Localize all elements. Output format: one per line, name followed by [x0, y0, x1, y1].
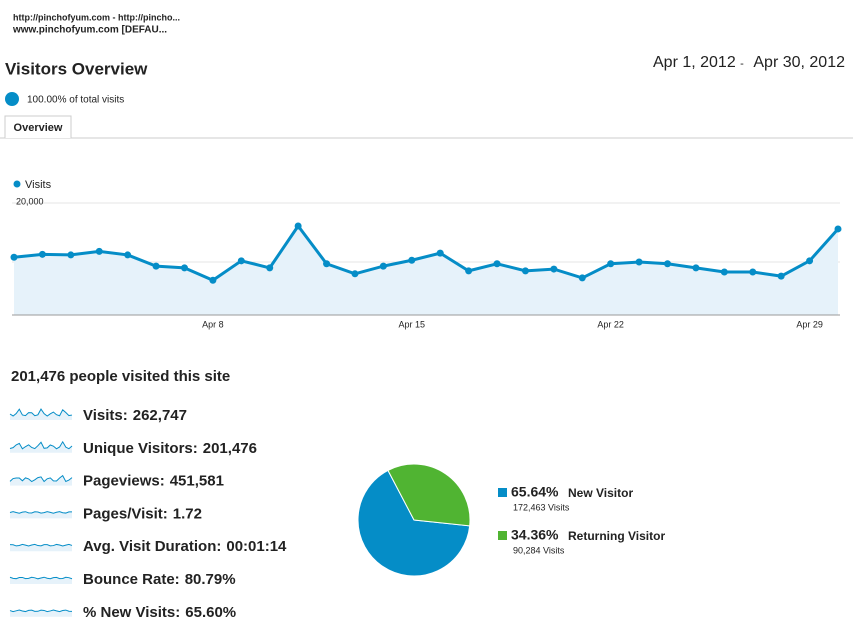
segment-label[interactable]: 100.00% of total visits: [27, 95, 124, 106]
metric-label: Visits:: [83, 407, 128, 424]
pie-slice: [387, 463, 471, 527]
x-tick-label: Apr 8: [202, 319, 224, 329]
metric-value: 201,476: [203, 440, 257, 457]
data-point: [124, 251, 132, 259]
data-point: [323, 260, 331, 268]
metric-value: 65.60%: [185, 604, 236, 621]
y-tick-label: 20,000: [16, 196, 44, 206]
metric-label: Pages/Visit:: [83, 505, 168, 522]
data-point: [834, 225, 842, 233]
data-point: [777, 272, 785, 280]
x-tick-label: Apr 22: [597, 319, 624, 329]
metric-value: 80.79%: [185, 571, 236, 588]
metric-label: Bounce Rate:: [83, 571, 180, 588]
pie-slice: [357, 469, 471, 577]
metric-label: Avg. Visit Duration:: [83, 538, 221, 555]
x-tick-label: Apr 29: [796, 319, 823, 329]
sparkline: [9, 440, 73, 450]
data-point: [550, 265, 558, 273]
tab-label[interactable]: Overview: [14, 122, 63, 134]
sparkline: [9, 408, 73, 417]
legend-label: New Visitor: [568, 486, 633, 500]
data-point: [209, 276, 217, 284]
data-point: [180, 264, 188, 272]
data-point: [749, 268, 757, 276]
sparkline-fill: [10, 409, 72, 420]
date-end[interactable]: Apr 30, 2012: [753, 54, 845, 71]
metric-value: 451,581: [170, 473, 224, 490]
data-point: [95, 247, 103, 255]
legend-label: Returning Visitor: [568, 529, 665, 543]
data-point: [237, 257, 245, 265]
data-point: [294, 222, 302, 230]
metric-value: 262,747: [133, 407, 187, 424]
legend-label: Visits: [25, 179, 52, 191]
sparkline: [9, 474, 73, 483]
data-point: [266, 264, 274, 272]
legend-swatch: [498, 531, 507, 540]
sparkline: [9, 609, 73, 613]
legend-swatch: [498, 488, 507, 497]
metric-label: % New Visits:: [83, 604, 180, 621]
site-url[interactable]: http://pinchofyum.com - http://pincho...: [13, 12, 180, 22]
sparkline: [9, 511, 73, 514]
data-point: [408, 256, 416, 264]
legend-sublabel: 90,284 Visits: [513, 545, 565, 555]
data-point: [607, 260, 615, 268]
tab[interactable]: [4, 115, 72, 138]
value-label: 34.36%: [511, 527, 559, 543]
data-point: [664, 260, 672, 268]
sparkline-fill: [10, 511, 72, 519]
site-profile[interactable]: www.pinchofyum.com [DEFAU...: [12, 25, 167, 36]
legend-sublabel: 172,463 Visits: [513, 502, 570, 512]
data-point: [806, 257, 814, 265]
data-point: [67, 251, 75, 259]
data-point: [152, 262, 160, 270]
metric-label: Unique Visitors:: [83, 440, 198, 457]
x-tick-label: Apr 15: [399, 319, 426, 329]
value-label: 65.64%: [511, 484, 559, 500]
sparkline: [9, 543, 73, 547]
data-point: [578, 274, 586, 282]
data-point: [38, 250, 46, 258]
sparkline-fill: [10, 544, 72, 552]
summary-headline: 201,476 people visited this site: [11, 368, 230, 385]
data-point: [379, 262, 387, 270]
page-title: Visitors Overview: [5, 59, 148, 78]
data-point: [692, 264, 700, 272]
data-point: [465, 267, 473, 275]
data-point: [493, 260, 501, 268]
date-separator: -: [740, 58, 744, 70]
metric-value: 1.72: [173, 505, 202, 522]
metric-value: 00:01:14: [226, 538, 287, 555]
data-point: [351, 270, 359, 278]
sparkline-fill: [10, 441, 72, 453]
data-point: [521, 267, 529, 275]
data-point: [635, 258, 643, 266]
sparkline: [9, 576, 73, 580]
metric-label: Pageviews:: [83, 473, 165, 490]
data-point: [436, 249, 444, 257]
legend-marker: [13, 180, 21, 188]
segment-icon: [5, 92, 19, 106]
date-start[interactable]: Apr 1, 2012: [653, 54, 736, 71]
series-line: [13, 223, 840, 282]
data-point: [10, 253, 18, 261]
data-point: [720, 268, 728, 276]
area: [14, 226, 838, 315]
